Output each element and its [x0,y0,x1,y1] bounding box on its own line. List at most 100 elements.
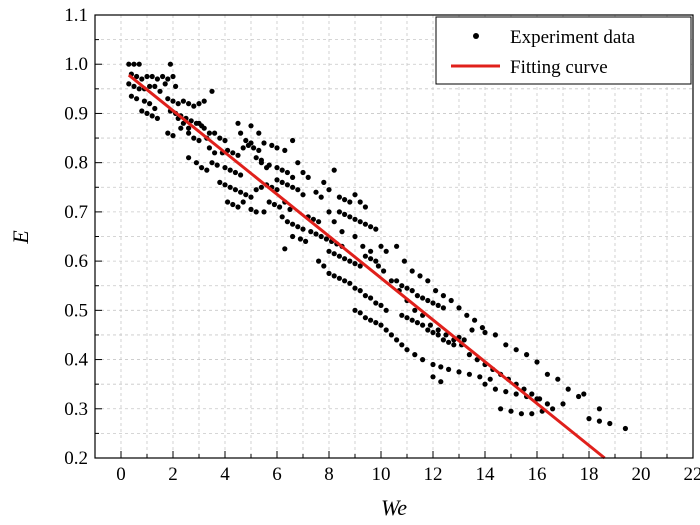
data-point [409,268,415,274]
data-point [347,258,353,264]
data-point [362,315,368,321]
data-point [300,226,306,232]
data-point [240,145,246,151]
legend-scatter-marker [473,33,479,39]
data-point [388,278,394,284]
data-point [165,130,171,136]
data-point [170,73,176,80]
x-tick-label: 2 [168,464,178,485]
data-point [196,137,202,144]
data-point [230,201,236,208]
data-point [448,297,454,304]
data-point [430,361,436,368]
data-point [456,369,462,375]
data-point [206,130,212,136]
data-point [136,61,142,67]
data-point [596,418,603,424]
data-point [342,278,348,284]
data-point [440,305,446,311]
data-point [336,194,342,200]
data-point [295,187,301,193]
data-point [417,273,423,279]
data-point [144,73,150,80]
data-point [305,174,311,180]
y-tick-label: 0.9 [64,103,88,124]
data-point [409,317,415,323]
data-point [284,169,290,176]
data-point [373,320,379,326]
data-point [295,160,301,166]
x-tick-label: 10 [372,464,391,485]
data-point [178,125,184,131]
data-point [147,101,153,107]
data-point [235,152,241,158]
data-point [248,194,254,200]
data-point [196,120,202,126]
data-point [404,285,410,291]
data-point [222,165,228,171]
data-point [607,420,613,427]
data-point [217,179,223,185]
data-point [297,236,303,242]
data-point [394,278,400,284]
data-point [321,263,327,269]
data-point [206,145,212,151]
data-point [238,189,244,195]
data-point [232,169,238,176]
data-point [214,162,220,168]
y-tick-label: 0.6 [64,251,88,272]
data-point [180,98,186,104]
x-tick-label: 6 [272,464,282,485]
data-point [336,253,342,259]
data-point [290,184,296,190]
data-point [279,214,285,220]
data-point [303,238,309,244]
data-point [282,246,288,252]
data-point [409,288,415,294]
data-point [394,243,400,249]
data-point [331,251,337,257]
data-point [420,295,426,301]
data-point [160,73,166,80]
data-point [290,221,296,227]
data-point [282,147,288,153]
data-point [186,155,192,161]
data-point [264,165,270,171]
data-point [199,165,205,171]
data-point [534,359,540,365]
data-point [310,216,316,222]
data-point [191,135,197,141]
data-point [230,150,236,156]
y-tick-label: 0.4 [64,350,88,371]
legend-label-experiment-data: Experiment data [510,27,636,48]
data-point [238,130,244,136]
data-point [256,147,262,153]
data-point [404,347,410,353]
data-point [274,165,280,171]
data-point [284,182,290,188]
data-point [209,160,215,166]
data-point [165,76,171,82]
data-point [253,187,259,193]
data-point [256,130,262,136]
data-point [326,209,332,215]
data-point [373,258,379,264]
data-point [373,226,379,232]
data-point [622,425,629,432]
data-point [425,297,431,304]
data-point [149,73,155,80]
data-point [357,310,363,316]
data-point [232,187,238,193]
data-point [186,125,192,131]
data-point [240,199,246,205]
data-point [313,189,319,195]
data-point [375,263,381,269]
data-point [414,293,420,299]
data-point [326,187,332,193]
data-point [308,229,314,235]
fitting-curve-layer [127,73,606,460]
data-point [342,197,348,203]
data-point [284,219,290,225]
data-point [555,376,561,382]
data-point [368,295,374,301]
